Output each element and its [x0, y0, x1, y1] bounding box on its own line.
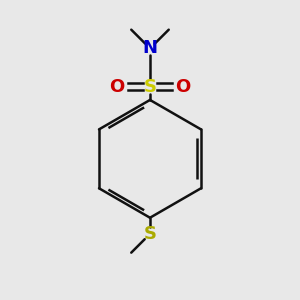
- Text: O: O: [110, 78, 124, 96]
- Text: S: S: [143, 225, 157, 243]
- Text: S: S: [143, 78, 157, 96]
- Text: O: O: [176, 78, 190, 96]
- Text: N: N: [142, 39, 158, 57]
